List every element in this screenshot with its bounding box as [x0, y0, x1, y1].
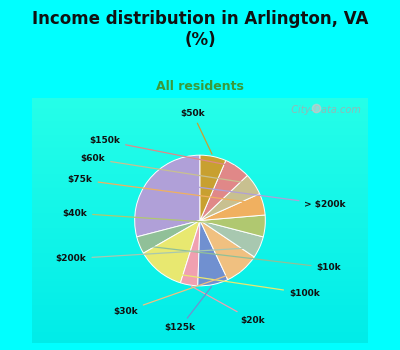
Text: All residents: All residents [156, 80, 244, 93]
Text: $100k: $100k [162, 272, 320, 298]
Wedge shape [200, 155, 226, 220]
Wedge shape [200, 175, 260, 220]
Text: $30k: $30k [113, 271, 240, 316]
Text: $75k: $75k [68, 175, 260, 204]
Wedge shape [200, 215, 265, 237]
Text: > $200k: > $200k [151, 181, 346, 209]
Wedge shape [180, 220, 200, 286]
Wedge shape [200, 194, 265, 220]
Text: $40k: $40k [62, 209, 262, 226]
Text: $10k: $10k [142, 246, 341, 272]
Text: $20k: $20k [192, 286, 265, 325]
Wedge shape [144, 220, 200, 283]
Text: $50k: $50k [180, 109, 212, 154]
Text: $125k: $125k [164, 287, 212, 332]
Text: $60k: $60k [81, 154, 252, 184]
Wedge shape [198, 220, 228, 286]
Text: Income distribution in Arlington, VA
(%): Income distribution in Arlington, VA (%) [32, 10, 368, 49]
Wedge shape [200, 220, 263, 257]
Text: $150k: $150k [89, 136, 235, 166]
Text: City-Data.com: City-Data.com [285, 105, 361, 116]
Wedge shape [137, 220, 200, 253]
Text: $200k: $200k [56, 247, 257, 263]
Wedge shape [200, 160, 247, 220]
Wedge shape [135, 155, 200, 237]
Wedge shape [200, 220, 254, 280]
